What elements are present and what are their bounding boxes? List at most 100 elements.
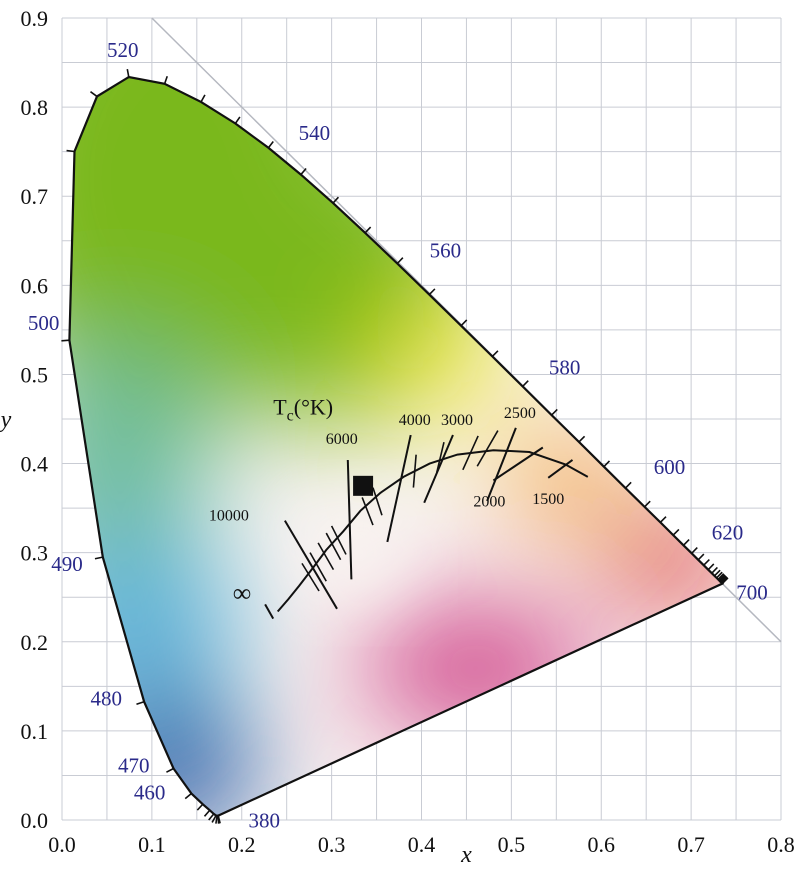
y-tick-label: 0.2 (21, 630, 49, 655)
locus-tick (332, 196, 340, 204)
locus-tick (603, 460, 611, 468)
locus-tick (643, 500, 651, 508)
y-tick-label: 0.8 (21, 95, 49, 120)
locus-tick (682, 539, 690, 546)
x-tick-label: 0.4 (408, 832, 436, 857)
isotherm-4000 (386, 434, 412, 543)
isotherm-label-4000: 4000 (399, 412, 431, 429)
locus-tick (717, 573, 725, 580)
color-temperature-title: Tc(°K) (273, 395, 333, 425)
infinity-label: ∞ (233, 579, 252, 608)
isotherm-label-2500: 2500 (504, 405, 536, 422)
locus-tick (719, 574, 727, 582)
gamut-blend-white (303, 500, 414, 605)
wavelength-label-620: 620 (712, 520, 744, 544)
spectral-locus-ticks (61, 68, 729, 824)
wavelength-label-500: 500 (28, 311, 60, 335)
locus-tick (94, 556, 103, 560)
locus-tick (163, 75, 168, 85)
locus-tick (90, 91, 98, 98)
locus-tick (211, 815, 217, 823)
locus-tick (721, 577, 729, 585)
y-tick-label: 0.5 (21, 362, 49, 387)
locus-tick (126, 68, 130, 78)
locus-tick (624, 481, 632, 489)
x-tick-label: 0.7 (677, 832, 705, 857)
wavelength-label-560: 560 (430, 239, 462, 263)
locus-tick (203, 809, 211, 817)
isotherm-minor-tick (462, 435, 479, 471)
spectral-locus-curve (68, 75, 725, 817)
x-tick-label: 0.0 (48, 832, 76, 857)
x-axis-title: x (460, 842, 472, 868)
locus-tick (697, 553, 705, 561)
wavelength-label-600: 600 (654, 455, 686, 479)
y-tick-label: 0.3 (21, 541, 49, 566)
wavelength-label-490: 490 (51, 552, 83, 576)
y-tick-label: 0.7 (21, 184, 49, 209)
locus-tick (364, 226, 372, 234)
locus-tick (551, 408, 558, 416)
gamut-color-blob (376, 303, 503, 411)
isotherm-minor-tick (476, 430, 499, 467)
wavelength-label-580: 580 (549, 355, 581, 379)
locus-tick (715, 571, 723, 579)
locus-tick (672, 528, 680, 536)
isotherm-6000 (346, 459, 353, 580)
locus-tick (428, 288, 436, 296)
gamut-color-blob (358, 606, 593, 731)
locus-tick (460, 319, 468, 327)
locus-tick (208, 813, 215, 821)
y-tick-label: 0.1 (21, 719, 49, 744)
y-tick-label: 0.0 (21, 808, 49, 833)
locus-tick (522, 380, 529, 387)
x-tick-label: 0.8 (767, 832, 795, 857)
x-tick-label: 0.6 (588, 832, 616, 857)
locus-tick (196, 803, 204, 811)
wavelength-label-460: 460 (134, 781, 166, 805)
isotherm-minor-tick (325, 532, 342, 561)
locus-tick (691, 547, 698, 554)
locus-tick (659, 516, 667, 523)
isotherm-minor-tick (317, 542, 335, 570)
locus-tick (234, 116, 241, 124)
wavelength-label-520: 520 (107, 38, 139, 62)
wavelength-label-540: 540 (299, 121, 331, 145)
isotherm-minor-tick (309, 552, 327, 582)
isotherm-2500 (486, 427, 517, 502)
white-point-glow (303, 500, 414, 605)
isotherm-minor-tick (301, 562, 320, 592)
isotherm-1500 (547, 459, 574, 479)
wavelength-label-700: 700 (736, 581, 768, 605)
locus-tick (718, 574, 726, 581)
x-tick-label: 0.2 (228, 832, 256, 857)
wavelength-labels: 380 460 470 480 490 500 520 540 560 580 600 620 700 (28, 38, 768, 833)
isotherm-2000 (492, 446, 544, 482)
locus-tick (396, 257, 404, 265)
wavelength-label-480: 480 (91, 687, 123, 711)
isotherm-label-10000: 10000 (209, 508, 249, 525)
locus-tick (703, 558, 710, 566)
isotherm-label-6000: 6000 (326, 431, 358, 448)
locus-tick (215, 815, 218, 824)
x-tick-label: 0.5 (498, 832, 526, 857)
locus-tick (707, 563, 715, 571)
isotherm-10000 (284, 520, 338, 610)
planckian-locus-curve (276, 449, 589, 613)
x-tick-label: 0.1 (138, 832, 166, 857)
isotherm-minor-tick (436, 441, 445, 473)
locus-tick (216, 815, 220, 824)
sample-point-marker (353, 475, 374, 496)
locus-tick (136, 700, 145, 706)
x-axis-tick-labels: 0.0 0.1 0.2 0.3 0.4 0.5 0.6 0.7 0.8 (48, 832, 795, 857)
isotherm-label-3000: 3000 (441, 412, 473, 429)
locus-tick (300, 167, 307, 176)
y-tick-label: 0.9 (21, 6, 49, 31)
y-tick-label: 0.4 (21, 452, 49, 477)
wavelength-label-470: 470 (118, 753, 150, 777)
locus-tick (66, 149, 75, 153)
y-axis-tick-labels: 0.0 0.1 0.2 0.3 0.4 0.5 0.6 0.7 0.8 0.9 (21, 6, 49, 833)
isotherm-minor-tick (330, 525, 347, 555)
